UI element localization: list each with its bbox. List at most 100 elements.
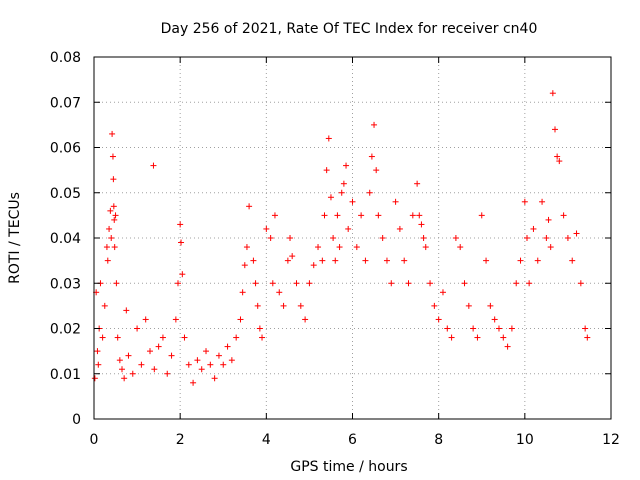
data-point [220, 361, 227, 368]
data-point [368, 153, 375, 160]
data-point [383, 257, 390, 264]
data-point [551, 126, 558, 133]
data-point [448, 334, 455, 341]
data-point [95, 361, 102, 368]
x-tick-label: 12 [602, 432, 620, 448]
data-point [237, 316, 244, 323]
y-tick-label: 0.02 [50, 322, 81, 338]
data-point [388, 280, 395, 287]
data-point [547, 244, 554, 251]
data-point [239, 289, 246, 296]
data-point [147, 348, 154, 355]
data-point [224, 343, 231, 350]
data-point [138, 361, 145, 368]
data-point [172, 316, 179, 323]
data-point [330, 235, 337, 241]
data-point [116, 357, 123, 364]
data-point [332, 257, 339, 264]
data-point [113, 280, 120, 287]
data-point [110, 203, 117, 210]
data-point [534, 257, 541, 264]
data-point [409, 212, 416, 219]
data-point [104, 257, 111, 264]
data-point [103, 244, 110, 251]
data-point [259, 334, 266, 341]
data-point [336, 244, 343, 251]
data-point [246, 203, 253, 210]
data-point [233, 334, 240, 341]
data-point [168, 352, 175, 359]
data-point [338, 189, 345, 196]
data-point [375, 212, 382, 219]
data-point [181, 334, 188, 341]
data-point [315, 244, 322, 251]
data-point [125, 352, 132, 359]
data-point [185, 361, 192, 368]
data-point [110, 176, 117, 183]
data-point [175, 280, 182, 287]
data-point [252, 280, 259, 287]
data-point [543, 235, 550, 241]
data-point [508, 325, 515, 332]
data-point [129, 370, 136, 377]
data-point [289, 253, 296, 260]
data-point [564, 235, 571, 241]
data-point [483, 257, 490, 264]
data-point [373, 167, 380, 174]
data-point [478, 212, 485, 219]
data-point [190, 379, 197, 386]
data-point [207, 361, 214, 368]
data-point [325, 135, 332, 142]
data-point [276, 289, 283, 296]
data-point [431, 302, 438, 309]
data-point [349, 198, 356, 205]
x-tick-label: 10 [516, 432, 534, 448]
data-point [306, 280, 313, 287]
data-point [517, 257, 524, 264]
data-point [178, 239, 185, 246]
data-point [345, 225, 352, 232]
data-point [343, 162, 350, 169]
data-point [302, 316, 309, 323]
data-point [452, 235, 459, 241]
data-point [504, 343, 511, 350]
data-point [569, 257, 576, 264]
data-point [323, 167, 330, 174]
data-point [513, 280, 520, 287]
data-point [101, 302, 108, 309]
y-tick-label: 0.08 [50, 50, 81, 66]
data-point [250, 257, 257, 264]
data-point [254, 302, 261, 309]
data-point [523, 235, 530, 241]
axis-ticks: 0 2 4 6 8 10 12 0 0.01 0.02 0.03 0.04 0.05 0.06 0.07 0.… [50, 50, 620, 448]
data-point [457, 244, 464, 251]
data-point [495, 325, 502, 332]
data-point [123, 307, 130, 314]
data-point [112, 212, 119, 219]
y-tick-label: 0.06 [50, 141, 81, 157]
data-point [271, 212, 278, 219]
data-point [159, 334, 166, 341]
data-point [109, 153, 116, 160]
y-tick-label: 0.07 [50, 95, 81, 111]
data-point [461, 280, 468, 287]
data-point [444, 325, 451, 332]
data-point [379, 235, 386, 241]
data-point [119, 366, 126, 373]
data-point [491, 316, 498, 323]
y-tick-label: 0.05 [50, 186, 81, 202]
data-point [487, 302, 494, 309]
data-point [556, 158, 563, 165]
y-tick-label: 0.04 [50, 231, 81, 247]
data-point [545, 216, 552, 223]
data-point [549, 90, 556, 97]
data-point [155, 343, 162, 350]
data-point [435, 316, 442, 323]
data-point [358, 212, 365, 219]
data-point [198, 366, 205, 373]
data-point [554, 153, 561, 160]
data-point [427, 280, 434, 287]
data-point [416, 212, 423, 219]
